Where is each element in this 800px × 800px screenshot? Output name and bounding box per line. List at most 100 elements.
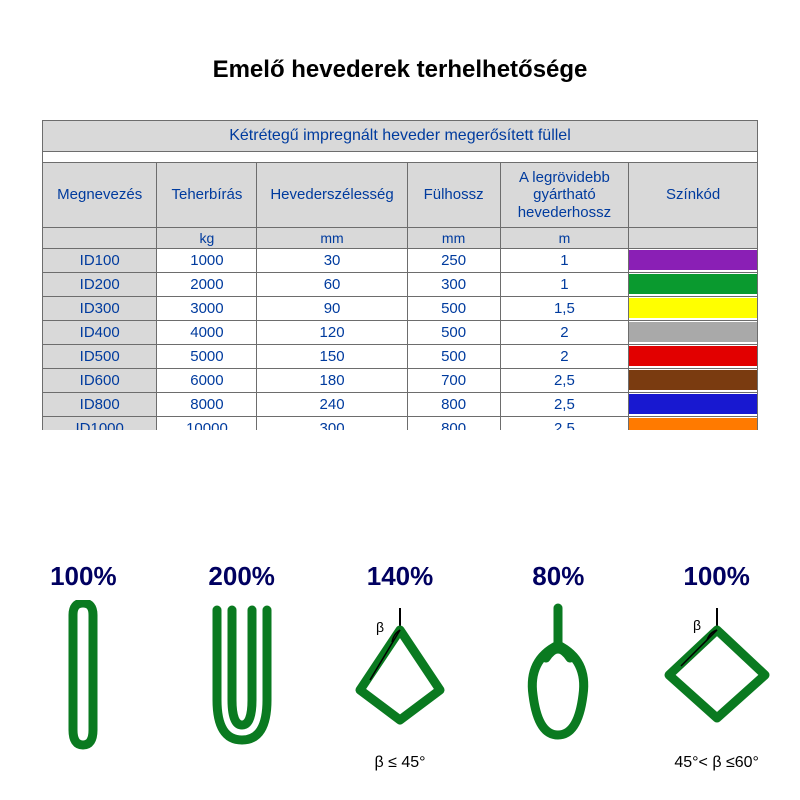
color-swatch	[629, 274, 757, 294]
color-swatch	[629, 418, 757, 430]
table-cell: 30	[257, 248, 407, 272]
table-cell: 700	[407, 368, 500, 392]
table-cell: ID1000	[43, 416, 157, 430]
table-cell: 2,5	[500, 368, 629, 392]
table-spacer	[43, 152, 758, 163]
spec-table: Kétrétegű impregnált heveder megerősítet…	[42, 120, 758, 430]
table-cell: 150	[257, 344, 407, 368]
lifting-config: 140% β β ≤ 45°	[325, 561, 475, 772]
table-cell: 1	[500, 272, 629, 296]
table-row: ID40040001205002	[43, 320, 758, 344]
table-row: ID1000100003008002,5	[43, 416, 758, 430]
config-condition: 45°< β ≤60°	[674, 754, 759, 772]
table-row: ID1001000302501	[43, 248, 758, 272]
config-percentage: 80%	[532, 561, 584, 592]
lifting-config: 200%	[167, 561, 317, 750]
table-cell: 60	[257, 272, 407, 296]
lifting-config: 100% β 45°< β ≤60°	[642, 561, 792, 772]
lifting-configs: 100% 200% 140% β β ≤ 45° 80% 100% β 45°< β ≤60°	[0, 561, 800, 772]
column-unit	[43, 227, 157, 248]
column-unit	[629, 227, 758, 248]
column-header: Hevederszélesség	[257, 163, 407, 228]
config-percentage: 200%	[208, 561, 275, 592]
table-cell: ID100	[43, 248, 157, 272]
table-cell: 1000	[157, 248, 257, 272]
color-swatch-cell	[629, 296, 758, 320]
table-cell: 8000	[157, 392, 257, 416]
color-swatch-cell	[629, 416, 758, 430]
color-swatch	[629, 298, 757, 318]
table-cell: 5000	[157, 344, 257, 368]
column-header: Teherbírás	[157, 163, 257, 228]
config-condition: β ≤ 45°	[374, 754, 425, 772]
color-swatch-cell	[629, 368, 758, 392]
color-swatch	[629, 370, 757, 390]
table-cell: 500	[407, 296, 500, 320]
page-title: Emelő hevederek terhelhetősége	[0, 0, 800, 120]
sling-basket45-icon: β	[340, 600, 460, 750]
table-cell: 1	[500, 248, 629, 272]
sling-choker-icon	[498, 600, 618, 750]
color-swatch	[629, 346, 757, 366]
table-row: ID3003000905001,5	[43, 296, 758, 320]
color-swatch	[629, 394, 757, 414]
table-header-title: Kétrétegű impregnált heveder megerősítet…	[43, 121, 758, 152]
table-cell: 1,5	[500, 296, 629, 320]
table-row: ID60060001807002,5	[43, 368, 758, 392]
table-cell: ID400	[43, 320, 157, 344]
table-cell: 250	[407, 248, 500, 272]
sling-straight-icon	[23, 600, 143, 750]
column-header: Megnevezés	[43, 163, 157, 228]
table-row: ID80080002408002,5	[43, 392, 758, 416]
column-header: A legrövidebb gyártható hevederhossz	[500, 163, 629, 228]
color-swatch-cell	[629, 272, 758, 296]
table-cell: 2,5	[500, 392, 629, 416]
lifting-config: 100%	[8, 561, 158, 750]
table-cell: 180	[257, 368, 407, 392]
config-percentage: 100%	[50, 561, 117, 592]
table-cell: 2	[500, 344, 629, 368]
table-cell: ID600	[43, 368, 157, 392]
color-swatch	[629, 250, 757, 270]
column-unit: mm	[407, 227, 500, 248]
sling-ubend-icon	[182, 600, 302, 750]
lifting-config: 80%	[483, 561, 633, 750]
table-cell: ID300	[43, 296, 157, 320]
table-cell: 240	[257, 392, 407, 416]
config-percentage: 140%	[367, 561, 434, 592]
column-unit: mm	[257, 227, 407, 248]
table-cell: ID500	[43, 344, 157, 368]
table-cell: 2,5	[500, 416, 629, 430]
table-cell: 300	[257, 416, 407, 430]
table-cell: 300	[407, 272, 500, 296]
table-cell: 10000	[157, 416, 257, 430]
table-cell: 2	[500, 320, 629, 344]
column-header: Fülhossz	[407, 163, 500, 228]
table-cell: 800	[407, 392, 500, 416]
sling-basket60-icon: β	[657, 600, 777, 750]
table-row: ID2002000603001	[43, 272, 758, 296]
table-cell: 120	[257, 320, 407, 344]
column-header: Színkód	[629, 163, 758, 228]
color-swatch	[629, 322, 757, 342]
column-unit: m	[500, 227, 629, 248]
color-swatch-cell	[629, 392, 758, 416]
table-cell: 500	[407, 344, 500, 368]
table-cell: 800	[407, 416, 500, 430]
svg-text:β: β	[693, 617, 701, 633]
table-cell: 4000	[157, 320, 257, 344]
svg-text:β: β	[376, 619, 384, 635]
color-swatch-cell	[629, 320, 758, 344]
table-cell: 2000	[157, 272, 257, 296]
table-cell: 6000	[157, 368, 257, 392]
column-unit: kg	[157, 227, 257, 248]
table-row: ID50050001505002	[43, 344, 758, 368]
color-swatch-cell	[629, 248, 758, 272]
table-cell: ID800	[43, 392, 157, 416]
spec-table-wrap: Kétrétegű impregnált heveder megerősítet…	[42, 120, 758, 430]
color-swatch-cell	[629, 344, 758, 368]
table-cell: 3000	[157, 296, 257, 320]
table-cell: ID200	[43, 272, 157, 296]
config-percentage: 100%	[683, 561, 750, 592]
table-cell: 90	[257, 296, 407, 320]
